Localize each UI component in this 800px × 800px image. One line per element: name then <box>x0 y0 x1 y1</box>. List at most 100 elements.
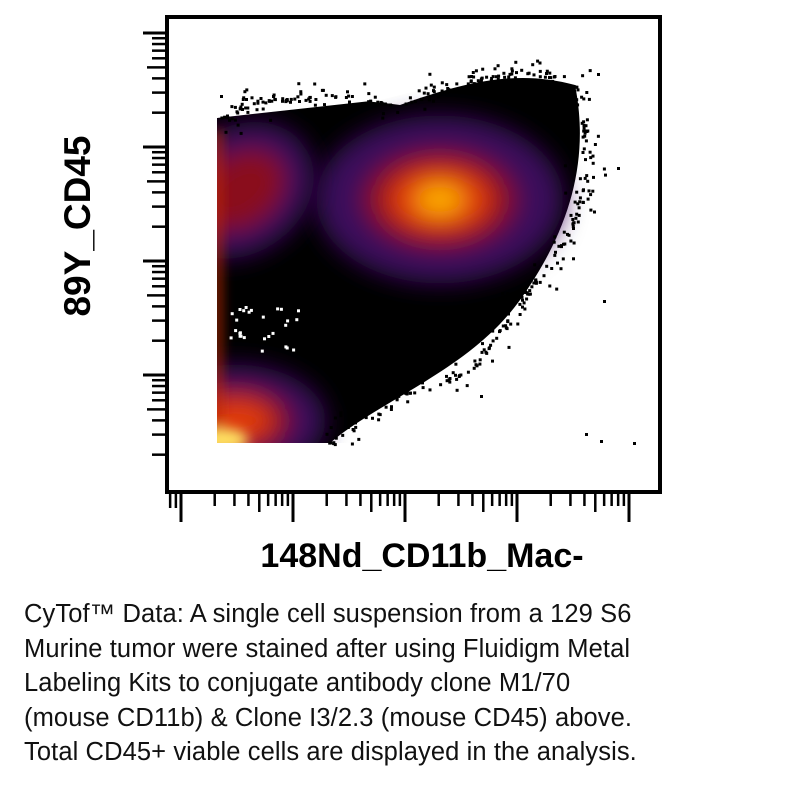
event-dot <box>281 97 285 101</box>
event-dot <box>575 98 579 102</box>
event-dot <box>571 225 575 228</box>
event-dot <box>440 81 444 85</box>
event-dot <box>220 116 224 120</box>
event-dot <box>524 291 528 294</box>
event-dot <box>585 118 589 122</box>
event-dot <box>503 75 507 79</box>
gap-dot <box>267 335 271 338</box>
event-dot <box>556 81 560 85</box>
gap-dot <box>276 307 280 311</box>
event-dot <box>572 221 576 225</box>
event-dot <box>504 326 508 330</box>
event-dot <box>476 79 480 83</box>
event-dot <box>507 345 511 349</box>
gap-dot <box>249 308 253 312</box>
event-dot <box>259 97 263 100</box>
event-dot <box>347 94 351 98</box>
event-dot <box>532 281 536 285</box>
event-dot <box>481 67 485 71</box>
event-dot <box>473 359 477 363</box>
event-dot <box>518 302 522 306</box>
event-dot <box>592 175 595 179</box>
event-dot <box>559 267 563 271</box>
event-dot <box>491 329 495 333</box>
event-dot <box>584 124 588 128</box>
event-dot <box>557 244 561 248</box>
event-dot <box>432 99 435 103</box>
event-dot <box>239 131 243 135</box>
event-dot <box>481 342 484 346</box>
event-dot <box>383 102 387 106</box>
event-dot <box>413 391 417 395</box>
event-dot <box>446 87 450 90</box>
event-dot <box>586 197 590 201</box>
event-dot <box>583 134 587 138</box>
event-dot <box>445 379 449 383</box>
event-dot <box>516 322 520 326</box>
event-dot <box>304 98 308 102</box>
event-dot <box>246 110 250 114</box>
event-dot <box>397 394 401 398</box>
event-dot <box>498 329 502 333</box>
event-dot <box>467 75 471 79</box>
event-dot <box>330 94 334 98</box>
event-dot <box>289 100 292 104</box>
event-dot <box>454 362 458 366</box>
scatter-dots <box>220 59 636 447</box>
event-dot <box>581 74 585 78</box>
event-dot <box>381 116 385 120</box>
event-dot <box>509 322 513 326</box>
gap-dot <box>284 345 288 349</box>
event-dot <box>555 287 559 291</box>
event-dot <box>548 76 551 79</box>
event-dot <box>329 426 333 430</box>
outlier-dot <box>545 72 548 75</box>
event-dot <box>495 336 499 340</box>
event-dot <box>578 177 582 181</box>
gap-dot <box>295 318 299 322</box>
event-dot <box>488 81 492 85</box>
event-dot <box>377 412 381 416</box>
event-dot <box>442 90 446 94</box>
event-dot <box>574 113 578 117</box>
event-dot <box>245 88 249 92</box>
outlier-dot <box>600 440 603 443</box>
event-dot <box>585 91 589 94</box>
event-dot <box>556 261 559 265</box>
event-dot <box>484 350 488 354</box>
density-level <box>415 184 464 215</box>
event-dot <box>578 200 582 204</box>
event-dot <box>296 95 300 99</box>
gap-dot <box>297 309 300 313</box>
event-dot <box>224 130 228 134</box>
event-dot <box>510 69 514 73</box>
event-dot <box>436 95 440 99</box>
event-dot <box>587 97 591 101</box>
event-dot <box>491 75 495 79</box>
event-dot <box>320 88 324 92</box>
event-dot <box>591 189 595 193</box>
event-dot <box>264 101 268 105</box>
event-dot <box>329 441 333 445</box>
event-dot <box>470 75 474 78</box>
event-dot <box>497 74 501 78</box>
event-dot <box>533 263 537 267</box>
event-dot <box>582 188 585 192</box>
event-dot <box>582 129 586 133</box>
event-dot <box>561 257 565 261</box>
event-dot <box>354 425 358 429</box>
caption-line: Labeling Kits to conjugate antibody clon… <box>24 669 571 697</box>
event-dot <box>584 139 588 143</box>
event-dot <box>396 110 400 114</box>
event-dot <box>577 206 581 210</box>
density-layer <box>217 77 580 443</box>
event-dot <box>358 417 362 420</box>
event-dot <box>506 292 510 296</box>
event-dot <box>586 179 590 183</box>
event-dot <box>538 61 542 65</box>
event-dot <box>543 75 547 79</box>
gap-dot <box>234 329 238 333</box>
event-dot <box>518 313 522 316</box>
event-dot <box>408 391 412 395</box>
event-dot <box>480 350 484 354</box>
